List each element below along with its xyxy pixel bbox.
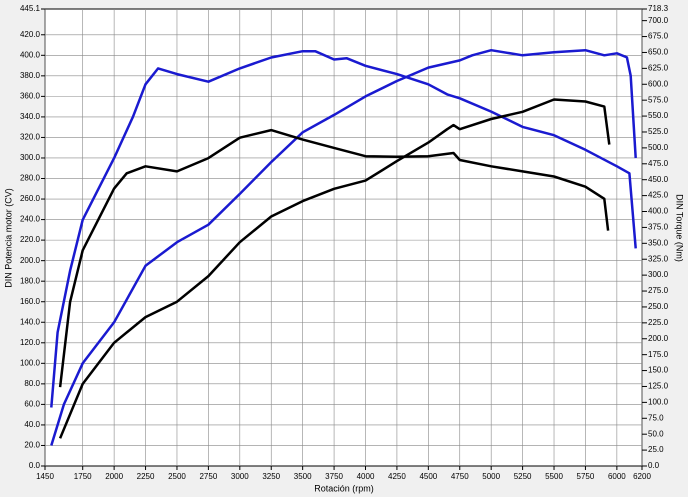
x-tick-label: 3250 xyxy=(262,472,280,481)
x-tick-label: 2250 xyxy=(137,472,155,481)
y2-tick-label: 350.0 xyxy=(648,238,669,247)
y-tick-label: 340.0 xyxy=(20,112,41,121)
y-tick-label: 320.0 xyxy=(20,133,41,142)
y-tick-label: 280.0 xyxy=(20,174,41,183)
y2-tick-label: 700.0 xyxy=(648,16,669,25)
y-tick-label: 220.0 xyxy=(20,235,41,244)
y-tick-label: 300.0 xyxy=(20,153,41,162)
y2-tick-label: 275.0 xyxy=(648,286,669,295)
x-tick-label: 4500 xyxy=(419,472,437,481)
series-line xyxy=(50,48,637,446)
y-tick-label: 0.0 xyxy=(29,461,41,470)
y2-tick-label: 600.0 xyxy=(648,79,669,88)
y-tick-label: 100.0 xyxy=(20,358,41,367)
y-axis-label: DIN Potencia motor (CV) xyxy=(3,188,13,288)
x-tick-label: 1450 xyxy=(36,472,54,481)
plot-area xyxy=(44,8,643,467)
y2-tick-label: 375.0 xyxy=(648,223,669,232)
y2-axis-label: DIN Torque (Nm) xyxy=(675,194,685,262)
series-line xyxy=(50,49,637,408)
y2-tick-label: 200.0 xyxy=(648,334,669,343)
x-axis-label: Rotación (rpm) xyxy=(314,483,374,493)
y2-tick-label: 550.0 xyxy=(648,111,669,120)
y2-tick-label: 675.0 xyxy=(648,32,669,41)
y2-tick-label: 75.0 xyxy=(648,413,664,422)
y-tick-label: 260.0 xyxy=(20,194,41,203)
y-tick-label: 420.0 xyxy=(20,30,41,39)
y2-tick-label: 425.0 xyxy=(648,191,669,200)
y2-tick-label: 450.0 xyxy=(648,175,669,184)
series-line xyxy=(58,98,611,439)
x-tick-label: 4250 xyxy=(388,472,406,481)
y-tick-label: 160.0 xyxy=(20,297,41,306)
x-tick-label: 5000 xyxy=(482,472,500,481)
y2-tick-label: 500.0 xyxy=(648,143,669,152)
x-tick-label: 4000 xyxy=(357,472,375,481)
y2-tick-label: 325.0 xyxy=(648,254,669,263)
y2-tick-label: 400.0 xyxy=(648,207,669,216)
y2-tick-label: 50.0 xyxy=(648,429,664,438)
y2-tick-label: 125.0 xyxy=(648,382,669,391)
y2-tick-label: 100.0 xyxy=(648,397,669,406)
y2-tick-label: 250.0 xyxy=(648,302,669,311)
y2-tick-label: 25.0 xyxy=(648,445,664,454)
y2-tick-label: 525.0 xyxy=(648,127,669,136)
y-tick-label: 200.0 xyxy=(20,256,41,265)
y2-tick-label: 475.0 xyxy=(648,159,669,168)
x-tick-label: 2750 xyxy=(199,472,217,481)
y2-tick-label: 0.0 xyxy=(648,461,660,470)
y-tick-label: 120.0 xyxy=(20,338,41,347)
y2-tick-label: 225.0 xyxy=(648,318,669,327)
x-tick-label: 2500 xyxy=(168,472,186,481)
y-tick-label: 140.0 xyxy=(20,317,41,326)
y-tick-label: 20.0 xyxy=(24,441,40,450)
y-tick-label: 40.0 xyxy=(24,420,40,429)
y2-tick-label: 175.0 xyxy=(648,350,669,359)
y-tick-label: 360.0 xyxy=(20,91,41,100)
y2-tick-label: 575.0 xyxy=(648,95,669,104)
y-tick-label: 445.1 xyxy=(20,4,41,13)
y2-tick-label: 650.0 xyxy=(648,48,669,57)
x-tick-label: 2000 xyxy=(105,472,123,481)
y-tick-label: 180.0 xyxy=(20,276,41,285)
x-tick-label: 5750 xyxy=(577,472,595,481)
y-tick-label: 240.0 xyxy=(20,215,41,224)
x-tick-label: 4750 xyxy=(451,472,469,481)
y-tick-label: 380.0 xyxy=(20,71,41,80)
x-tick-label: 3500 xyxy=(294,472,312,481)
x-tick-label: 1750 xyxy=(74,472,92,481)
x-tick-label: 6000 xyxy=(608,472,626,481)
y2-tick-label: 718.3 xyxy=(648,4,669,13)
y2-tick-label: 300.0 xyxy=(648,270,669,279)
y-tick-label: 60.0 xyxy=(24,400,40,409)
series-line xyxy=(58,128,610,388)
x-tick-label: 5500 xyxy=(545,472,563,481)
y2-tick-label: 625.0 xyxy=(648,63,669,72)
x-tick-label: 5250 xyxy=(514,472,532,481)
x-tick-label: 3750 xyxy=(325,472,343,481)
y-tick-label: 400.0 xyxy=(20,50,41,59)
y2-tick-label: 150.0 xyxy=(648,366,669,375)
x-tick-label: 3000 xyxy=(231,472,249,481)
y-tick-label: 80.0 xyxy=(24,379,40,388)
x-tick-label: 6200 xyxy=(633,472,651,481)
